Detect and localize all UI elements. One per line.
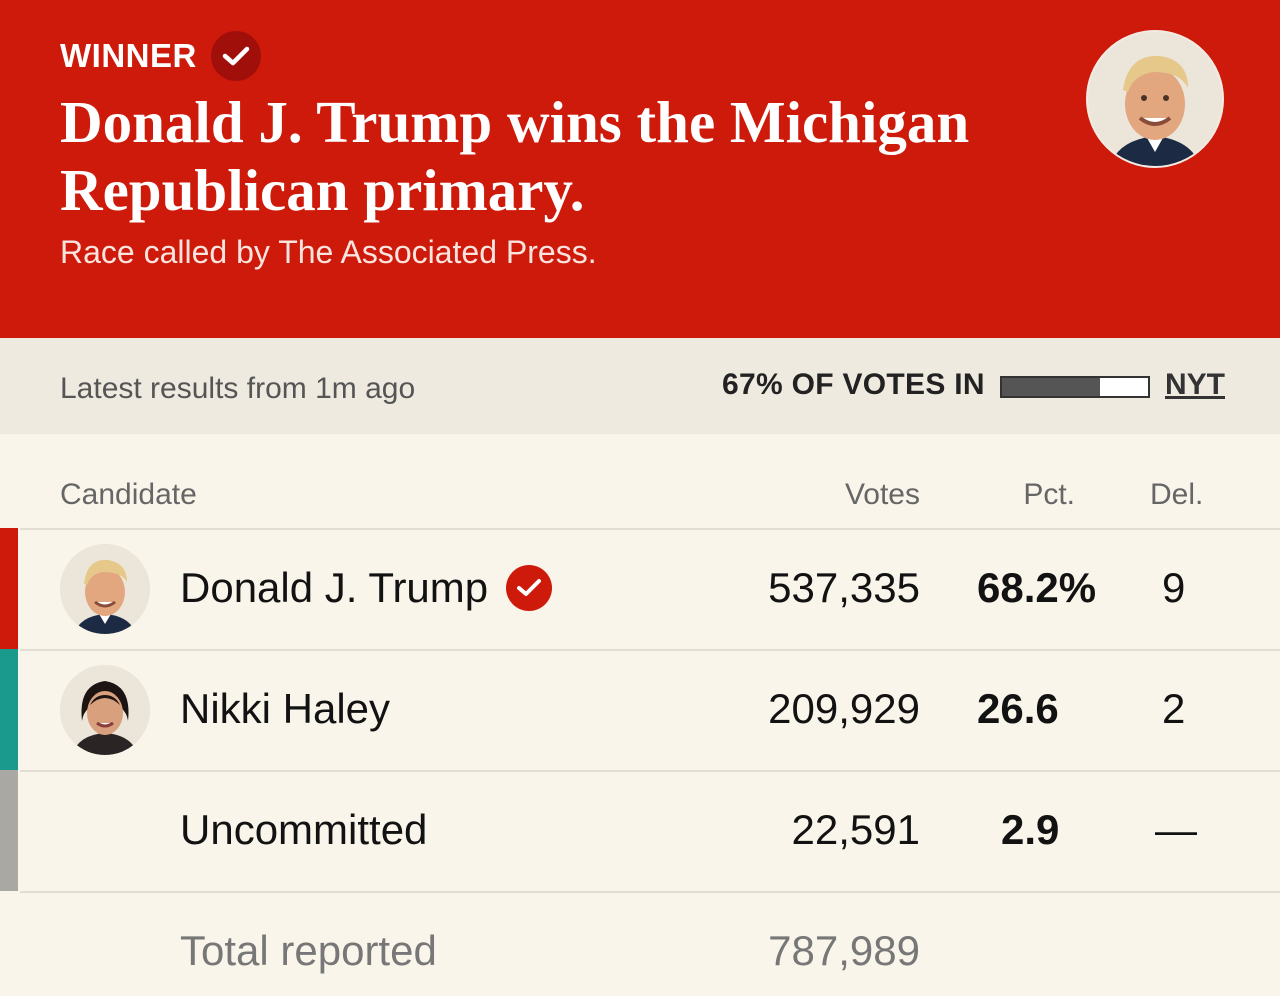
party-color-strip: [0, 770, 18, 891]
votes-in-progress-bar: [1000, 376, 1150, 398]
winner-check-icon: [506, 565, 553, 611]
winner-banner: WINNER Donald J. Trump wins the Michigan…: [0, 0, 1280, 338]
candidate-delegates: 9: [1162, 564, 1186, 611]
candidate-name: Donald J. Trump: [180, 564, 553, 612]
row-divider: [20, 770, 1280, 772]
candidate-name: Nikki Haley: [180, 685, 390, 733]
candidate-votes: 537,335: [768, 564, 920, 611]
votes-in-progress-fill: [1002, 378, 1100, 396]
last-updated-text: Latest results from 1m ago: [60, 372, 416, 405]
avatar: [60, 544, 150, 634]
table-row: Uncommitted 22,591 2.9 —: [0, 770, 1280, 891]
column-header-votes: Votes: [844, 478, 920, 511]
candidate-pct: 2.9: [1001, 806, 1060, 853]
total-row: Total reported 787,989: [0, 891, 1280, 996]
nyt-source-link[interactable]: NYT: [1165, 368, 1225, 401]
candidate-votes: 209,929: [768, 685, 920, 732]
candidate-pct: 68.2%: [977, 564, 1097, 611]
row-divider: [20, 649, 1280, 651]
race-call-note: Race called by The Associated Press.: [60, 234, 597, 270]
candidate-name-text: Nikki Haley: [180, 685, 391, 732]
avatar: [60, 665, 150, 755]
party-color-strip: [0, 649, 18, 770]
candidate-delegates: 2: [1162, 685, 1186, 732]
candidate-delegates: —: [1155, 806, 1197, 853]
results-status-bar: Latest results from 1m ago 67% OF VOTES …: [0, 338, 1280, 434]
candidate-name-text: Donald J. Trump: [180, 564, 489, 611]
column-header-pct: Pct.: [1023, 478, 1075, 511]
total-label: Total reported: [180, 927, 437, 974]
votes-in-label: 67% OF VOTES IN: [722, 368, 985, 401]
table-row: Donald J. Trump 537,335 68.2% 9: [0, 528, 1280, 649]
column-header-del: Del.: [1150, 478, 1204, 511]
row-divider: [20, 891, 1280, 893]
row-divider: [20, 528, 1280, 530]
candidate-name-text: Uncommitted: [180, 806, 428, 853]
headline: Donald J. Trump wins the Michigan Republ…: [60, 89, 970, 223]
winner-portrait: [1086, 30, 1224, 168]
checkmark-icon: [210, 31, 261, 81]
candidate-votes: 22,591: [791, 806, 920, 853]
candidate-pct: 26.6: [977, 685, 1059, 732]
winner-row: WINNER: [60, 30, 261, 82]
party-color-strip: [0, 528, 18, 649]
winner-label: WINNER: [60, 37, 197, 74]
column-header-candidate: Candidate: [60, 478, 197, 511]
total-votes: 787,989: [768, 927, 920, 974]
candidate-name: Uncommitted: [180, 806, 427, 854]
table-row: Nikki Haley 209,929 26.6 2: [0, 649, 1280, 770]
